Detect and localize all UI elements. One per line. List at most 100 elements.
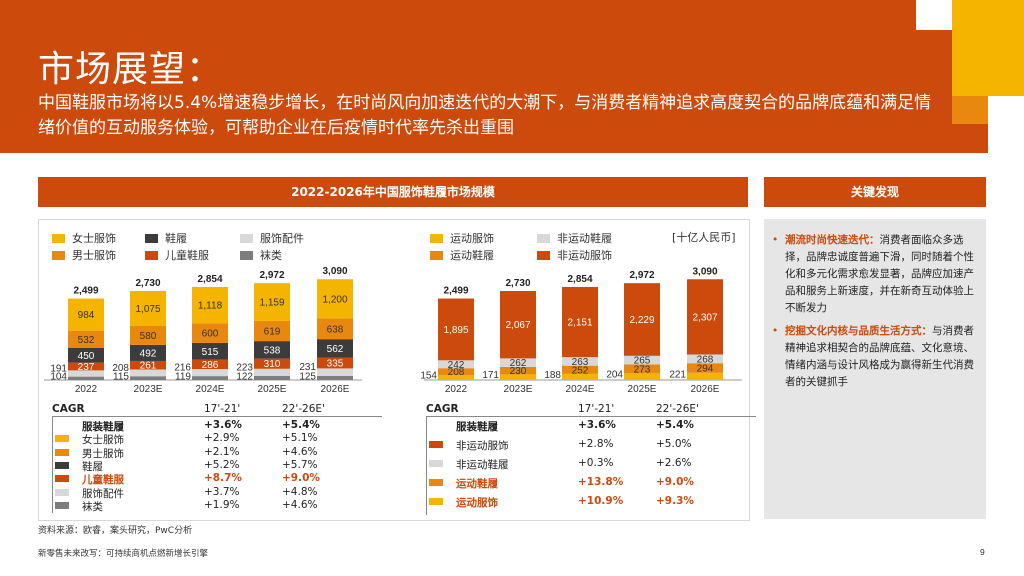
- bar-segment-womens: [130, 290, 166, 327]
- cagr-row-name: 运动鞋履: [456, 478, 498, 490]
- bar-segment-nonsports_shoes: [562, 357, 598, 366]
- chart-panel-title: 2022-2026年中国服饰鞋履市场规模: [38, 177, 748, 207]
- bar-segment-sports_shoes: [438, 368, 474, 375]
- cagr-value-17-21: +0.3%: [578, 457, 614, 469]
- data-label: 2,151: [567, 318, 592, 329]
- cagr-row: 鞋履 +5.2% +5.7%: [52, 458, 382, 473]
- legend-shoes: 鞋履: [145, 230, 187, 246]
- cagr-divider: [426, 416, 756, 417]
- cagr-value-22-26: +5.4%: [282, 419, 320, 431]
- cagr-swatch: [55, 461, 69, 469]
- data-label: 600: [202, 329, 219, 340]
- legend-sports-apparel: 运动服饰: [430, 230, 494, 246]
- bar-segment-womens: [192, 286, 228, 324]
- cagr-row: 运动服饰 +10.9% +9.3%: [426, 495, 756, 509]
- bar-segment-accessories: [254, 368, 290, 377]
- bar-segment-womens: [317, 279, 353, 319]
- side-panel: [764, 219, 986, 519]
- data-label: 237: [78, 362, 95, 373]
- data-label: 208: [448, 367, 465, 378]
- data-label: 2,067: [505, 320, 530, 331]
- data-label: 1,118: [198, 301, 223, 312]
- data-label: 263: [572, 357, 589, 368]
- cagr-row-name: 非运动鞋履: [456, 459, 509, 471]
- data-label: 104: [50, 372, 67, 383]
- total-label: 2,499: [73, 286, 98, 297]
- bar-segment-mens: [192, 323, 228, 343]
- data-label: 532: [78, 335, 95, 346]
- bar-segment-sports_shoes: [624, 364, 660, 374]
- cagr-row: 运动鞋履 +13.8% +9.0%: [426, 476, 756, 490]
- total-label: 2,730: [135, 278, 160, 289]
- cagr-value-22-26: +4.6%: [282, 498, 318, 511]
- cagr-row: 非运动服饰 +2.8% +5.0%: [426, 438, 756, 452]
- legend-nonsports-apparel: 非运动服饰: [537, 247, 612, 263]
- bullet-icon: •: [772, 325, 779, 337]
- page-title: 市场展望：: [38, 49, 224, 90]
- cagr-value-17-21: +3.7%: [204, 485, 240, 498]
- data-label: 208: [112, 363, 129, 374]
- data-label: 125: [299, 372, 316, 383]
- bar-segment-nonsports_apparel: [500, 291, 536, 359]
- bar-segment-kids: [254, 358, 290, 369]
- chart-panel: [38, 219, 750, 521]
- header-banner: [0, 0, 1024, 153]
- data-label: 204: [606, 370, 623, 381]
- data-label: 450: [78, 351, 95, 362]
- data-label: 638: [327, 324, 344, 335]
- data-label: 273: [634, 364, 651, 375]
- bar-segment-shoes: [254, 341, 290, 359]
- data-label: 171: [482, 370, 499, 381]
- cagr-value-22-26: +9.0%: [282, 472, 320, 485]
- x-tick-label: 2024E: [566, 384, 595, 395]
- bar-segment-womens: [68, 298, 104, 331]
- bar-segment-nonsports_shoes: [624, 355, 660, 365]
- bar-segment-accessories: [317, 368, 353, 376]
- data-label: 265: [634, 356, 651, 367]
- decor-square: [988, 96, 1024, 153]
- cagr-row: 非运动鞋履 +0.3% +2.6%: [426, 457, 756, 471]
- bar-segment-mens: [68, 330, 104, 348]
- legend-accessories: 服饰配件: [240, 230, 304, 246]
- cagr-divider: [52, 416, 382, 417]
- bar-segment-shoes: [192, 342, 228, 360]
- x-tick-label: 2025E: [628, 384, 657, 395]
- bar-segment-sports_apparel: [562, 373, 598, 380]
- x-tick-label: 2024E: [196, 384, 225, 395]
- bar-segment-accessories: [130, 369, 166, 377]
- cagr-table-left: CAGR 17'-21' 22'-26E' 服装鞋履 +3.6% +5.4% 女士服饰 +2.…: [52, 403, 382, 514]
- bar-segment-nonsports_shoes: [687, 354, 723, 364]
- cagr-row-name: 鞋履: [82, 460, 103, 473]
- cagr-col-header: 17'-21': [578, 403, 615, 415]
- x-tick-label: 2023E: [134, 384, 163, 395]
- cagr-row-name: 服装鞋履: [82, 421, 124, 433]
- bar-segment-socks: [68, 376, 104, 380]
- total-label: 2,730: [505, 278, 530, 289]
- cagr-value-22-26: +5.4%: [656, 419, 694, 431]
- finding-text: 消费者面临众多选择，品牌忠诚度普遍下滑，同时随着个性化和多元化需求愈发显著，品牌…: [785, 234, 974, 314]
- data-label: 492: [140, 348, 157, 359]
- bar-segment-mens: [317, 318, 353, 340]
- cagr-row: 儿童鞋服 +8.7% +9.0%: [52, 472, 382, 486]
- footer-text: 新零售未来改写：可持续商机点燃新增长引擎: [38, 549, 209, 559]
- page-number: 9: [980, 547, 985, 557]
- cagr-value-17-21: +8.7%: [204, 472, 242, 485]
- data-label: 216: [174, 363, 191, 374]
- cagr-value-17-21: +13.8%: [578, 476, 624, 488]
- bullet-icon: •: [772, 234, 779, 246]
- cagr-row-name: 非运动服饰: [456, 440, 509, 452]
- cagr-value-17-21: +2.1%: [204, 445, 240, 458]
- x-tick-label: 2022: [75, 384, 98, 395]
- bar-segment-womens: [254, 283, 290, 321]
- cagr-col-header: 17'-21': [204, 403, 241, 415]
- data-label: 1,159: [259, 298, 284, 309]
- data-label: 261: [140, 361, 157, 372]
- cagr-value-17-21: +5.2%: [204, 458, 240, 471]
- x-tick-label: 2022: [445, 384, 468, 395]
- data-label: 154: [420, 370, 437, 381]
- cagr-row: 袜类 +1.9% +4.6%: [52, 498, 382, 513]
- total-label: 2,499: [443, 286, 468, 297]
- x-tick-label: 2026E: [691, 384, 720, 395]
- cagr-row: 服装鞋履 +3.6% +5.4%: [426, 419, 756, 433]
- data-label: 1,895: [443, 325, 468, 336]
